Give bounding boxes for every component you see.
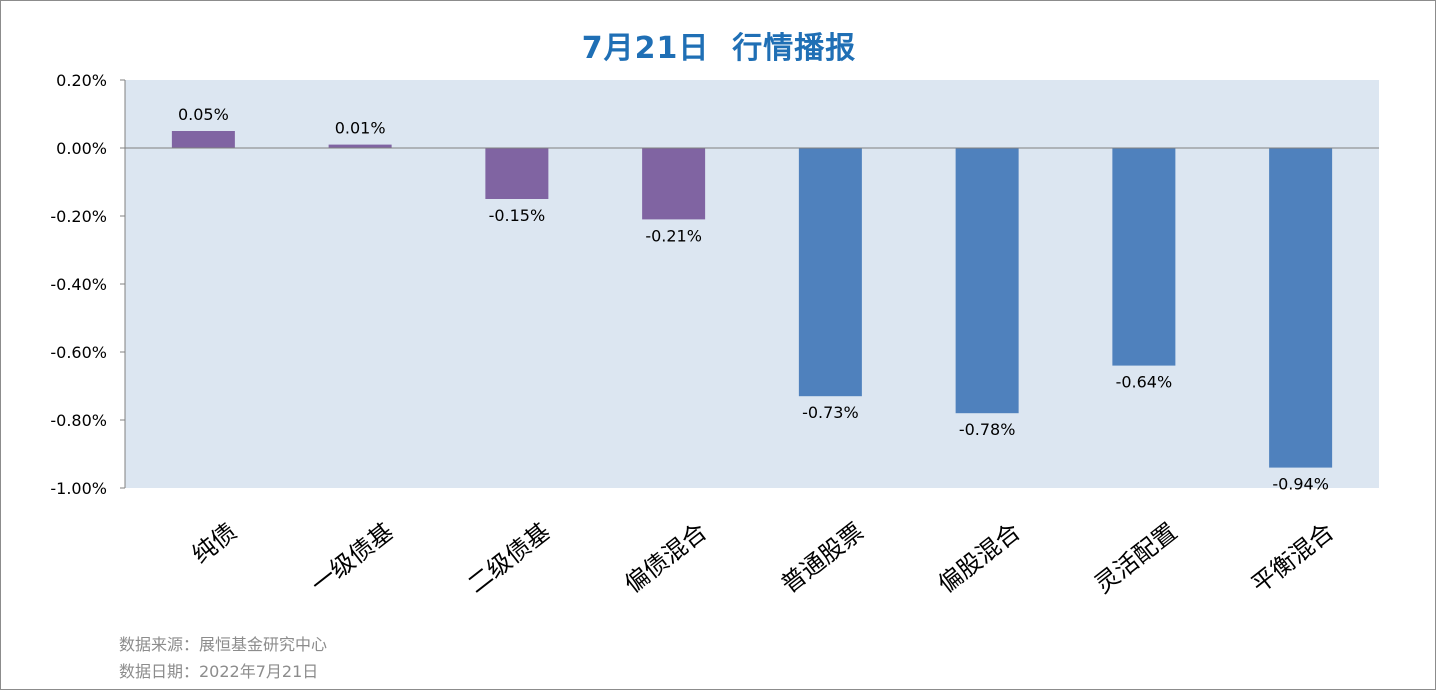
y-tick-label: 0.00% [56,139,107,158]
x-axis-labels: 纯债 一级债基 二级债基 偏债混合 普通股票 偏股混合 灵活配置 平衡混合 [187,518,1339,599]
y-tick-label: 0.20% [56,71,107,90]
plot-area [125,80,1379,488]
footer-source: 数据来源：展恒基金研究中心 [119,635,328,654]
y-tick-label: -0.20% [50,207,107,226]
y-tick-label: -0.40% [50,275,107,294]
value-label-3: -0.21% [645,226,702,245]
chart-title: 7月21日 行情播报 [581,31,857,66]
bar-5 [955,148,1019,414]
value-label-6: -0.64% [1116,373,1173,392]
y-tick-label: -0.60% [50,343,107,362]
x-tick-label-1: 一级债基 [306,518,399,599]
y-axis: 0.20% 0.00% -0.20% -0.40% -0.60% -0.80% -1.00% [50,71,126,498]
footer-date: 数据日期：2022年7月21日 [119,662,319,681]
x-tick-label-2: 二级债基 [463,518,556,599]
value-labels: 0.05% 0.01% -0.15% -0.21% -0.73% -0.78% -0.64%… [178,105,1329,494]
bar-2 [485,148,549,199]
x-tick-label-3: 偏债混合 [619,518,712,599]
bar-4 [798,148,862,397]
value-label-0: 0.05% [178,105,229,124]
y-tick-label: -0.80% [50,411,107,430]
bar-7 [1269,148,1333,468]
value-label-4: -0.73% [802,403,859,422]
bar-1 [328,144,392,148]
x-tick-label-4: 普通股票 [776,518,869,599]
x-tick-label-5: 偏股混合 [933,518,1026,599]
bar-6 [1112,148,1176,366]
y-tick-label: -1.00% [50,479,107,498]
x-tick-label-7: 平衡混合 [1246,518,1339,599]
bar-3 [642,148,706,220]
value-label-2: -0.15% [489,206,546,225]
value-label-7: -0.94% [1272,475,1329,494]
bars [171,131,1333,468]
value-label-1: 0.01% [335,119,386,138]
x-tick-label-6: 灵活配置 [1090,518,1183,599]
value-label-5: -0.78% [959,420,1016,439]
x-tick-label-0: 纯债 [187,518,242,570]
bar-0 [171,131,235,148]
